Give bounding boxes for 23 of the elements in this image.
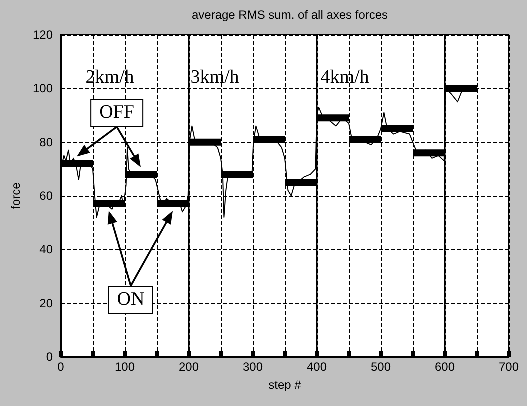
y-tick-label: 20 [40, 296, 54, 310]
y-tick-label: 40 [40, 242, 54, 257]
x-tick-label: 0 [58, 360, 65, 374]
y-axis-title: force [9, 182, 24, 210]
y-tick-label: 80 [40, 135, 54, 150]
x-tick-label: 200 [178, 360, 200, 374]
annotation: ON [108, 286, 154, 314]
x-tick-label: 400 [306, 360, 328, 374]
y-tick-label: 0 [46, 350, 54, 364]
x-tick-label: 100 [114, 360, 136, 374]
x-tick-label: 700 [498, 360, 520, 374]
y-tick-label: 120 [32, 28, 54, 42]
x-tick-label: 600 [434, 360, 456, 374]
y-tick-label: 100 [32, 82, 54, 96]
x-tick-label: 500 [370, 360, 392, 374]
annotation: OFF [90, 99, 144, 127]
annotation: 4km/h [320, 67, 370, 89]
annotation: 2km/h [86, 67, 134, 89]
annotation: 3km/h [190, 67, 240, 89]
y-tick-label: 60 [40, 189, 54, 203]
x-tick-label: 300 [242, 360, 264, 374]
chart-title: average RMS sum. of all axes forces [192, 8, 388, 22]
x-axis-title: step # [268, 378, 302, 392]
